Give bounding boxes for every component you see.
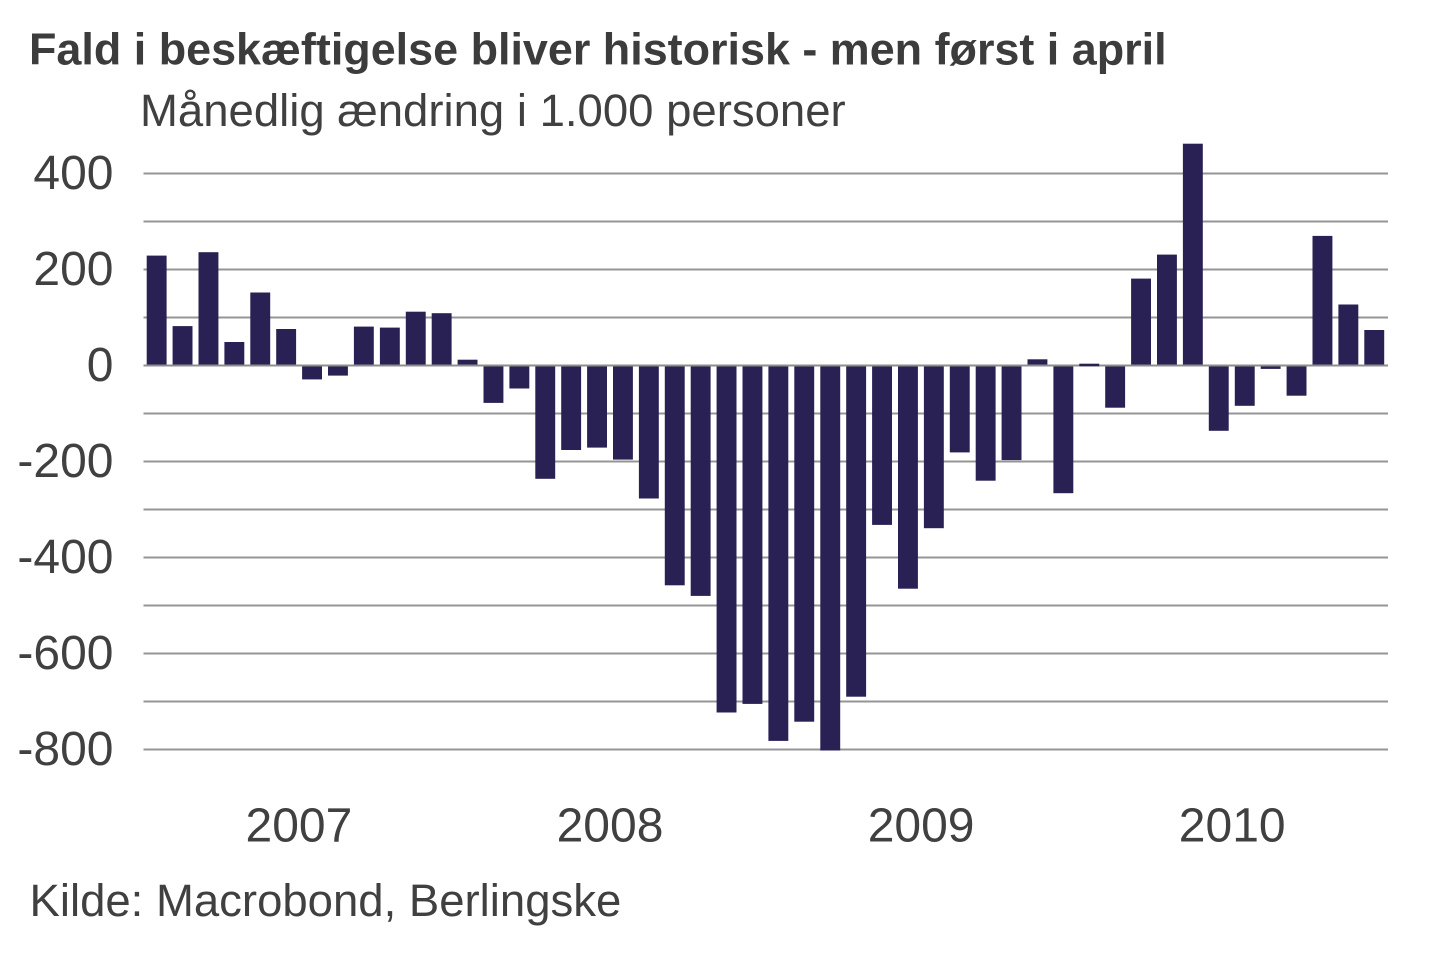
svg-text:2007: 2007 xyxy=(246,800,353,853)
svg-text:-200: -200 xyxy=(17,435,113,488)
svg-text:200: 200 xyxy=(33,243,113,296)
svg-text:Fald i beskæftigelse bliver hi: Fald i beskæftigelse bliver historisk - … xyxy=(29,24,1167,75)
svg-text:-400: -400 xyxy=(17,531,113,584)
svg-text:2009: 2009 xyxy=(868,800,975,853)
svg-text:-600: -600 xyxy=(17,627,113,680)
svg-text:Månedlig ændring i 1.000 perso: Månedlig ændring i 1.000 personer xyxy=(140,85,846,136)
svg-text:2008: 2008 xyxy=(557,800,664,853)
svg-text:0: 0 xyxy=(87,339,114,392)
svg-text:Kilde: Macrobond, Berlingske: Kilde: Macrobond, Berlingske xyxy=(30,875,622,926)
svg-text:400: 400 xyxy=(33,147,113,200)
svg-text:2010: 2010 xyxy=(1179,800,1286,853)
svg-text:-800: -800 xyxy=(17,723,113,776)
